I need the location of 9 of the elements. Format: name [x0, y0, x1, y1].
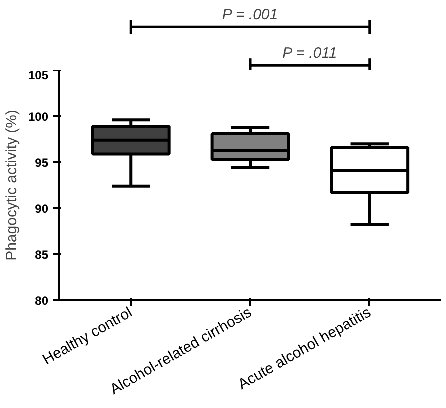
y-tick-label: 85	[35, 248, 49, 262]
y-tick-label: 80	[35, 294, 49, 308]
y-axis-title: Phagocytic activity (%)	[3, 110, 20, 261]
y-tick-label: 105	[28, 68, 49, 82]
y-tick-label: 100	[28, 110, 49, 124]
text: P = .001	[222, 6, 278, 24]
y-tick-label: 95	[35, 156, 49, 170]
text: P = .011	[282, 45, 338, 62]
y-tick-label: 90	[35, 202, 49, 216]
